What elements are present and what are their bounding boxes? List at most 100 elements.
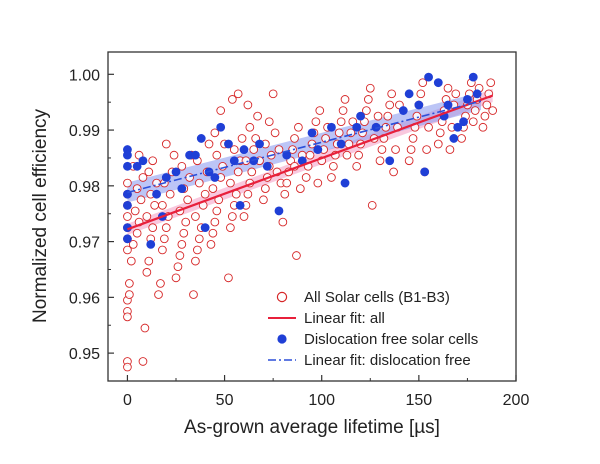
all-cells-point	[445, 145, 455, 154]
all-cells-point	[210, 217, 220, 227]
all-cells-point	[387, 89, 397, 99]
all-cells-point	[204, 139, 214, 149]
all-cells-points	[123, 78, 498, 372]
dislocation-free-point	[340, 178, 350, 188]
x-tick-label: 150	[406, 392, 433, 409]
all-cells-point	[338, 106, 348, 115]
all-cells-point	[367, 200, 377, 210]
all-cells-point	[193, 245, 202, 255]
all-cells-point	[158, 200, 167, 210]
all-cells-point	[435, 128, 445, 138]
fit-all-line	[127, 94, 494, 231]
all-cells-point	[249, 145, 259, 154]
all-cells-point	[243, 189, 253, 199]
dislocation-free-point	[313, 145, 323, 154]
dislocation-free-point	[239, 145, 249, 154]
all-cells-point	[433, 139, 443, 149]
x-axis-label: As-grown average lifetime [µs]	[184, 417, 440, 438]
dislocation-free-point	[146, 239, 156, 249]
all-cells-point	[148, 223, 158, 233]
all-cells-point	[194, 178, 204, 188]
all-cells-point	[288, 145, 297, 154]
dislocation-free-point	[424, 72, 433, 82]
all-cells-point	[191, 212, 200, 221]
all-cells-point	[385, 100, 395, 110]
all-cells-point	[206, 240, 216, 249]
all-cells-point	[144, 167, 154, 177]
all-cells-point	[177, 161, 187, 171]
all-cells-point	[282, 178, 292, 188]
all-cells-point	[229, 145, 239, 154]
all-cells-point	[218, 161, 227, 171]
all-cells-point	[123, 312, 132, 322]
legend-label-all-cells: All Solar cells (B1-B3)	[304, 289, 450, 306]
all-cells-point	[292, 251, 301, 260]
dislocation-free-point	[327, 122, 336, 132]
fit-lines	[127, 94, 494, 231]
all-cells-point	[161, 223, 171, 233]
all-cells-point	[156, 279, 165, 288]
y-tick-label: 1.00	[69, 67, 100, 84]
all-cells-point	[329, 161, 338, 171]
all-cells-point	[144, 256, 154, 266]
all-cells-point	[165, 189, 175, 199]
all-cells-point	[389, 167, 398, 177]
dislocation-free-point	[229, 156, 239, 166]
all-cells-point	[154, 290, 163, 299]
y-axis-label: Normalized cell efficiency	[30, 108, 51, 323]
dislocation-free-point	[191, 150, 200, 160]
all-cells-point	[313, 178, 323, 188]
all-cells-point	[233, 167, 243, 177]
all-cells-point	[132, 184, 142, 193]
all-cells-point	[125, 279, 134, 288]
all-cells-point	[352, 161, 362, 171]
legend: All Solar cells (B1-B3) Linear fit: all …	[268, 289, 478, 369]
x-tick-label: 200	[503, 392, 530, 409]
all-cells-point	[181, 217, 191, 227]
all-cells-point	[470, 106, 480, 115]
all-cells-point	[334, 128, 344, 138]
all-cells-point	[132, 228, 142, 238]
dislocation-free-point	[196, 134, 206, 143]
dislocation-free-point	[336, 139, 346, 149]
all-cells-point	[171, 273, 181, 283]
dislocation-free-point	[463, 94, 472, 104]
dislocation-free-point	[433, 78, 443, 88]
all-cells-point	[391, 145, 400, 154]
y-tick-label: 0.99	[69, 123, 100, 140]
dislocation-free-point	[224, 139, 233, 149]
all-cells-point	[138, 357, 148, 366]
all-cells-point	[245, 122, 255, 132]
dislocation-free-point	[123, 161, 132, 171]
dislocation-free-point	[123, 223, 132, 233]
all-cells-point	[185, 173, 194, 182]
all-cells-point	[315, 106, 325, 115]
all-cells-point	[480, 111, 490, 121]
all-cells-point	[123, 178, 132, 188]
all-cells-point	[354, 150, 363, 160]
dislocation-free-point	[371, 122, 381, 132]
all-cells-point	[261, 184, 270, 193]
all-cells-point	[208, 228, 218, 238]
all-cells-point	[169, 150, 179, 160]
dislocation-free-point	[132, 161, 142, 171]
all-cells-point	[194, 234, 204, 244]
all-cells-point	[161, 139, 171, 149]
plot-frame	[107, 51, 517, 382]
dislocation-free-point	[468, 72, 478, 82]
dislocation-free-point	[414, 100, 424, 110]
y-tick-label: 0.96	[69, 290, 100, 307]
all-cells-point	[177, 240, 187, 249]
legend-marker-dislocation-free	[277, 334, 287, 344]
dislocation-free-point	[398, 106, 408, 115]
all-cells-point	[259, 195, 268, 205]
legend-marker-all-cells	[276, 291, 288, 303]
dislocation-free-point	[443, 100, 453, 110]
all-cells-point	[123, 212, 132, 221]
dislocation-free-point	[459, 117, 468, 127]
all-cells-point	[362, 106, 371, 115]
all-cells-point	[191, 256, 200, 266]
all-cells-point	[212, 150, 222, 160]
